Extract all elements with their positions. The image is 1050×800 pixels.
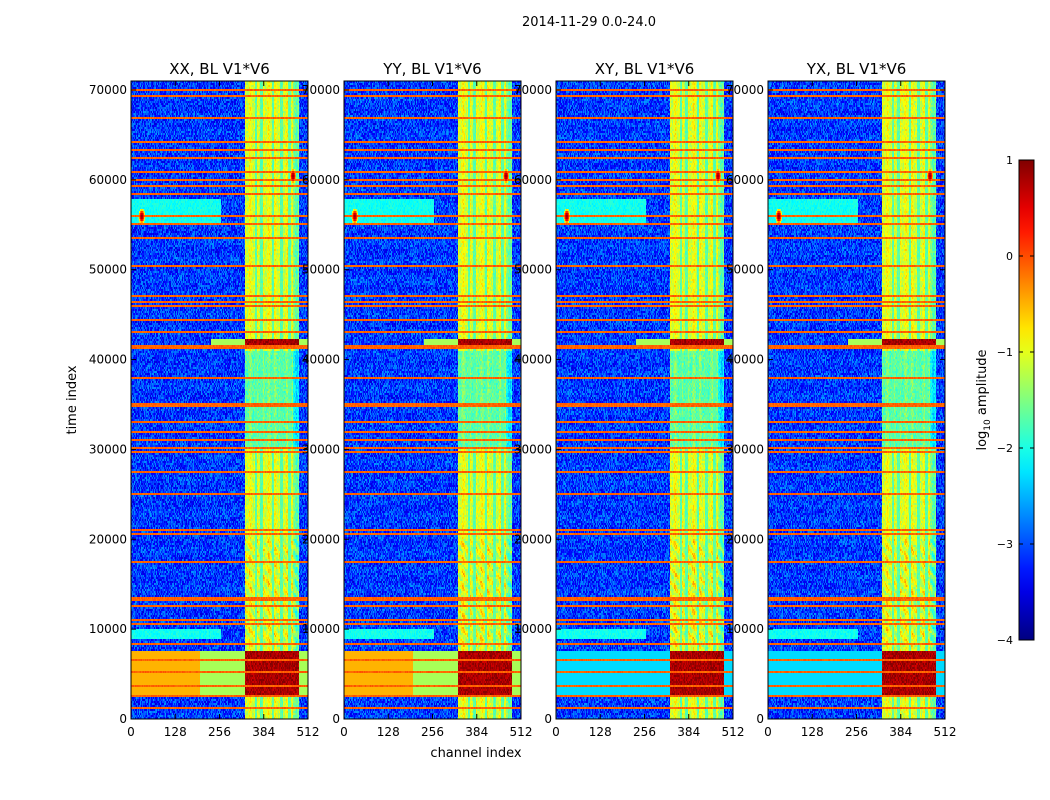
colorbar-label-subscript: 10: [983, 419, 993, 431]
colorbar-tick-label: −1: [997, 346, 1013, 359]
x-tick-label: 384: [677, 725, 700, 739]
y-tick-label: 40000: [302, 353, 340, 367]
colorbar-label-prefix: log: [975, 431, 990, 451]
panel-xy: XY, BL V1*V6 0 128 256 384 512 0 10000 20000 3000…: [514, 60, 745, 739]
y-tick-label: 10000: [514, 622, 552, 636]
y-tick-label: 20000: [89, 532, 127, 546]
x-tick-label: 384: [465, 725, 488, 739]
y-tick-label: 60000: [514, 173, 552, 187]
y-tick-label: 10000: [89, 622, 127, 636]
y-tick-label: 10000: [302, 622, 340, 636]
x-tick-label: 256: [421, 725, 444, 739]
y-tick-label: 70000: [726, 83, 764, 97]
x-tick-label: 128: [377, 725, 400, 739]
y-tick-label: 50000: [726, 263, 764, 277]
y-tick-label: 30000: [302, 442, 340, 456]
x-tick-label: 384: [252, 725, 275, 739]
y-tick-label: 20000: [726, 532, 764, 546]
x-tick-label: 0: [552, 725, 560, 739]
y-tick-label: 0: [544, 712, 552, 726]
panel-yy: YY, BL V1*V6 0 128 256 384 512 0 10000 20000 3000…: [302, 60, 533, 739]
panel-title: XX, BL V1*V6: [169, 60, 270, 78]
colorbar-label-suffix: amplitude: [975, 349, 990, 419]
x-tick-label: 384: [889, 725, 912, 739]
heatmap-image: [556, 81, 733, 719]
y-tick-label: 60000: [89, 173, 127, 187]
x-tick-label: 256: [208, 725, 231, 739]
heatmap-image: [344, 81, 521, 719]
y-tick-label: 50000: [89, 263, 127, 277]
heatmap-image: [768, 81, 945, 719]
colorbar-tick-label: −2: [997, 442, 1013, 455]
x-tick-label: 0: [127, 725, 135, 739]
panel-title: XY, BL V1*V6: [595, 60, 695, 78]
x-axis-label: channel index: [430, 746, 521, 761]
x-tick-label: 0: [764, 725, 772, 739]
colorbar-tick-label: −3: [997, 538, 1013, 551]
y-tick-label: 70000: [302, 83, 340, 97]
panel-title: YX, BL V1*V6: [806, 60, 907, 78]
x-tick-label: 512: [297, 725, 320, 739]
x-tick-label: 0: [340, 725, 348, 739]
y-tick-label: 50000: [302, 263, 340, 277]
x-tick-label: 128: [801, 725, 824, 739]
x-tick-label: 256: [633, 725, 656, 739]
y-tick-label: 30000: [89, 442, 127, 456]
y-tick-label: 50000: [514, 263, 552, 277]
colorbar-scale: [1018, 159, 1035, 641]
figure-suptitle: 2014-11-29 0.0-24.0: [522, 15, 656, 30]
x-tick-label: 128: [589, 725, 612, 739]
x-tick-label: 128: [164, 725, 187, 739]
y-tick-label: 0: [332, 712, 340, 726]
y-tick-label: 30000: [726, 442, 764, 456]
colorbar-tick-label: 1: [1006, 154, 1013, 167]
y-tick-label: 60000: [726, 173, 764, 187]
colorbar-tick-label: 0: [1006, 250, 1013, 263]
x-tick-label: 512: [934, 725, 957, 739]
x-tick-label: 512: [722, 725, 745, 739]
panel-xx: XX, BL V1*V6 0 128 256 384 512 0 10000 20000 3000…: [89, 60, 320, 739]
y-axis-label: time index: [65, 365, 80, 434]
colorbar-label: log10 amplitude: [975, 349, 993, 450]
y-tick-label: 20000: [514, 532, 552, 546]
x-tick-label: 512: [510, 725, 533, 739]
y-tick-label: 40000: [89, 353, 127, 367]
x-tick-label: 256: [845, 725, 868, 739]
panel-yx: YX, BL V1*V6 0 128 256 384 512 0 10000 20000 3000…: [726, 60, 957, 739]
y-tick-label: 0: [119, 712, 127, 726]
y-tick-label: 70000: [89, 83, 127, 97]
y-tick-label: 70000: [514, 83, 552, 97]
colorbar-tick-label: −4: [997, 634, 1013, 647]
panel-title: YY, BL V1*V6: [382, 60, 481, 78]
heatmap-panels: XX, BL V1*V6 0 128 256 384 512 0 10000 20000 3000…: [89, 60, 957, 739]
y-tick-label: 0: [756, 712, 764, 726]
y-tick-label: 30000: [514, 442, 552, 456]
heatmap-image: [131, 81, 308, 719]
y-tick-label: 40000: [726, 353, 764, 367]
y-tick-label: 40000: [514, 353, 552, 367]
y-tick-label: 60000: [302, 173, 340, 187]
y-tick-label: 10000: [726, 622, 764, 636]
y-tick-label: 20000: [302, 532, 340, 546]
